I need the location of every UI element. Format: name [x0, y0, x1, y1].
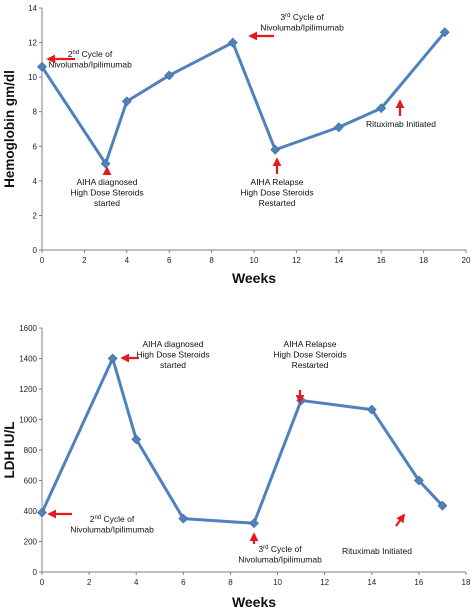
y-tick-label: 12 [28, 39, 37, 48]
x-tick-label: 14 [367, 578, 376, 587]
x-tick-label: 4 [125, 256, 130, 265]
x-tick-label: 12 [292, 256, 301, 265]
x-tick-label: 10 [250, 256, 259, 265]
annotation-arrow [395, 513, 406, 527]
y-axis-label: LDH IU/L [2, 422, 17, 479]
data-point [333, 122, 344, 133]
data-point [37, 61, 47, 72]
data-point [107, 353, 118, 364]
y-tick-label: 1000 [19, 416, 37, 425]
data-point [366, 404, 377, 415]
y-tick-label: 8 [33, 108, 38, 117]
y-tick-label: 0 [33, 568, 38, 577]
data-point [376, 103, 387, 114]
annotation-text: AIHA diagnosed High Dose Steroids started [70, 177, 143, 208]
annotation-text: 3rd Cycle of Nivolumab/Ipilimumab [260, 12, 344, 33]
x-tick-label: 16 [377, 256, 386, 265]
data-point [131, 434, 142, 445]
annotation-text: AIHA Relapse High Dose Steroids Restarted [240, 177, 313, 208]
x-axis-label: Weeks [232, 594, 276, 610]
data-point [270, 144, 281, 155]
x-tick-label: 8 [209, 256, 214, 265]
x-tick-label: 6 [181, 578, 186, 587]
x-axis-label: Weeks [232, 270, 276, 286]
x-tick-label: 8 [228, 578, 233, 587]
x-tick-label: 14 [334, 256, 343, 265]
annotation-text: Rituximab Initiated [342, 546, 412, 556]
y-tick-label: 14 [28, 4, 37, 13]
data-point [296, 395, 307, 406]
y-tick-label: 4 [33, 177, 38, 186]
ldh-chart: 0 200 400 600 800 1000 1200 1400 1600 0 2 4 6 8 10 12 14… [2, 324, 471, 610]
y-tick-label: 800 [24, 446, 38, 455]
y-tick-label: 1200 [19, 385, 37, 394]
hemoglobin-chart: 0 2 4 6 8 10 12 14 0 2 4 6 8 10 12 14 16 18 20 Weeks Hemoglo… [2, 4, 471, 286]
data-point [249, 518, 259, 529]
y-tick-label: 10 [28, 73, 37, 82]
series-line [40, 357, 444, 525]
x-tick-label: 18 [419, 256, 428, 265]
x-tick-label: 6 [167, 256, 172, 265]
annotation-text: AIHA Relapse High Dose Steroids Restarted [273, 339, 346, 370]
y-tick-label: 0 [33, 246, 38, 255]
annotation-text: AIHA diagnosed High Dose Steroids started [136, 339, 209, 370]
annotation-text: 3rd Cycle of Nivolumab/Ipilimumab [238, 544, 322, 565]
data-point [413, 475, 424, 486]
x-tick-label: 4 [134, 578, 139, 587]
y-tick-label: 600 [24, 477, 38, 486]
x-tick-label: 10 [273, 578, 282, 587]
data-point [437, 500, 448, 511]
y-tick-label: 400 [24, 507, 38, 516]
x-tick-label: 12 [320, 578, 329, 587]
y-axis-label: Hemoglobin gm/dl [2, 70, 17, 188]
annotation-text: 2nd Cycle of Nivolumab/Ipilimumab [70, 514, 154, 535]
annotation-text: Rituximab Initiated [366, 119, 436, 129]
y-tick-label: 2 [33, 211, 38, 220]
x-tick-label: 0 [40, 256, 45, 265]
data-point [227, 37, 238, 48]
x-tick-label: 20 [462, 256, 471, 265]
x-tick-label: 2 [87, 578, 92, 587]
x-tick-label: 16 [414, 578, 423, 587]
y-tick-label: 6 [33, 142, 38, 151]
x-tick-label: 0 [40, 578, 45, 587]
y-tick-label: 1400 [19, 355, 37, 364]
annotation-text: 2nd Cycle of Nivolumab/Ipilimumab [48, 49, 132, 70]
data-point [121, 96, 132, 107]
data-point [178, 513, 189, 524]
data-point [164, 70, 175, 81]
y-tick-label: 200 [24, 538, 38, 547]
x-tick-label: 2 [82, 256, 87, 265]
data-point [37, 507, 47, 518]
y-tick-label: 1600 [19, 324, 37, 333]
data-point [439, 27, 450, 38]
x-tick-label: 18 [462, 578, 471, 587]
